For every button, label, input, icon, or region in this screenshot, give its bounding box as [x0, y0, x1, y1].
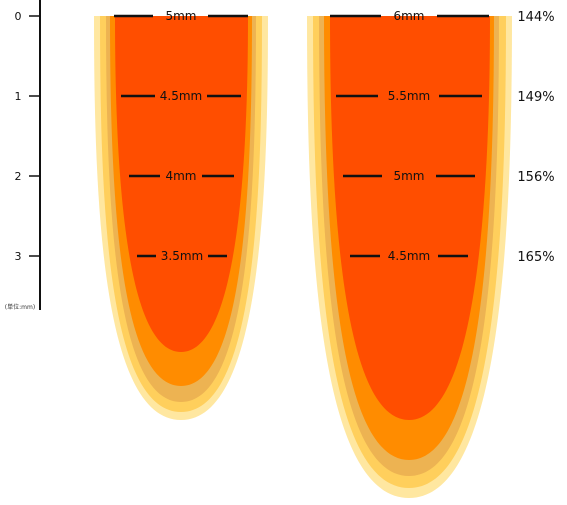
shape-core: [115, 16, 248, 352]
width-marker: 4.5mm: [350, 249, 468, 263]
width-marker: 4mm: [129, 169, 234, 183]
width-label: 5mm: [165, 9, 196, 23]
width-marker: 4.5mm: [121, 89, 241, 103]
width-label: 4mm: [165, 169, 196, 183]
axis-tick-label: 0: [15, 10, 22, 23]
ratio-label: 144%: [517, 10, 554, 25]
shape-core: [330, 16, 490, 420]
width-marker: 3.5mm: [137, 249, 227, 263]
axis-tick: 0: [15, 10, 40, 23]
ratio-label: 149%: [517, 90, 554, 105]
ratio-label: 165%: [517, 250, 554, 265]
width-label: 5mm: [393, 169, 424, 183]
width-label: 4.5mm: [388, 249, 430, 263]
width-label: 3.5mm: [161, 249, 203, 263]
axis-tick: 2: [15, 170, 40, 183]
right-shape: 6mm 5.5mm 5mm 4.5mm: [307, 9, 512, 498]
width-label: 4.5mm: [160, 89, 202, 103]
axis-tick: 3: [15, 250, 40, 263]
width-marker: 6mm: [330, 9, 489, 23]
width-label: 5.5mm: [388, 89, 430, 103]
axis-tick-label: 2: [15, 170, 22, 183]
axis-tick-label: 3: [15, 250, 22, 263]
depth-axis: 0 1 2 3 (単位:mm): [5, 0, 41, 311]
unit-note: (単位:mm): [5, 303, 35, 311]
ratio-column: 144% 149% 156% 165%: [517, 10, 554, 265]
width-marker: 5.5mm: [336, 89, 482, 103]
axis-tick-label: 1: [15, 90, 22, 103]
ratio-label: 156%: [517, 170, 554, 185]
axis-tick: 1: [15, 90, 40, 103]
left-shape: 5mm 4.5mm 4mm 3.5mm: [94, 9, 268, 420]
width-marker: 5mm: [114, 9, 248, 23]
width-marker: 5mm: [343, 169, 475, 183]
width-label: 6mm: [393, 9, 424, 23]
